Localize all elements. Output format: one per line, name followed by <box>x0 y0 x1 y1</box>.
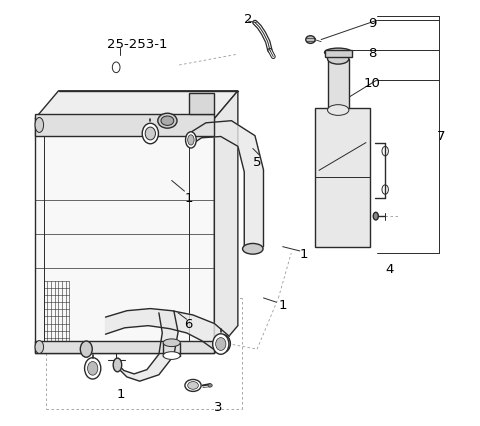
Text: 7: 7 <box>436 130 445 143</box>
Ellipse shape <box>327 54 349 65</box>
Text: 10: 10 <box>364 77 381 89</box>
Bar <box>35 115 215 136</box>
Text: 2: 2 <box>244 13 253 26</box>
Text: 8: 8 <box>368 47 376 60</box>
Polygon shape <box>189 121 264 247</box>
Text: 9: 9 <box>368 17 376 30</box>
Ellipse shape <box>112 63 120 73</box>
Ellipse shape <box>208 384 212 387</box>
Ellipse shape <box>373 213 378 221</box>
Polygon shape <box>106 309 229 351</box>
Ellipse shape <box>87 362 98 375</box>
Ellipse shape <box>188 135 194 146</box>
Ellipse shape <box>163 339 180 347</box>
Ellipse shape <box>188 382 198 389</box>
Ellipse shape <box>324 49 352 58</box>
Ellipse shape <box>158 114 177 129</box>
Ellipse shape <box>84 358 101 379</box>
Text: 25-253-1: 25-253-1 <box>107 38 168 51</box>
Ellipse shape <box>185 380 201 391</box>
Text: 4: 4 <box>385 262 394 275</box>
Ellipse shape <box>113 358 122 372</box>
Text: 6: 6 <box>185 317 193 330</box>
Bar <box>44 128 189 345</box>
Ellipse shape <box>163 352 180 360</box>
Ellipse shape <box>35 341 44 354</box>
Ellipse shape <box>35 118 44 133</box>
Text: 5: 5 <box>253 155 261 168</box>
Bar <box>327 60 349 111</box>
Ellipse shape <box>142 124 158 144</box>
Ellipse shape <box>213 334 229 354</box>
Ellipse shape <box>216 335 230 353</box>
Bar <box>315 109 370 247</box>
Text: 1: 1 <box>116 388 125 400</box>
Bar <box>324 51 352 58</box>
Ellipse shape <box>186 132 196 149</box>
Bar <box>35 341 215 354</box>
Ellipse shape <box>80 341 92 357</box>
Text: 1: 1 <box>278 298 287 311</box>
Ellipse shape <box>306 37 315 44</box>
Text: 1: 1 <box>184 192 193 204</box>
Text: 3: 3 <box>215 400 223 413</box>
Polygon shape <box>189 94 215 115</box>
Polygon shape <box>35 92 238 119</box>
Polygon shape <box>116 311 178 381</box>
Polygon shape <box>215 92 238 354</box>
Polygon shape <box>35 119 215 354</box>
Ellipse shape <box>161 117 174 126</box>
Ellipse shape <box>242 244 263 255</box>
Ellipse shape <box>216 338 226 351</box>
Text: 1: 1 <box>300 247 308 260</box>
Ellipse shape <box>145 128 156 141</box>
Ellipse shape <box>327 106 349 116</box>
